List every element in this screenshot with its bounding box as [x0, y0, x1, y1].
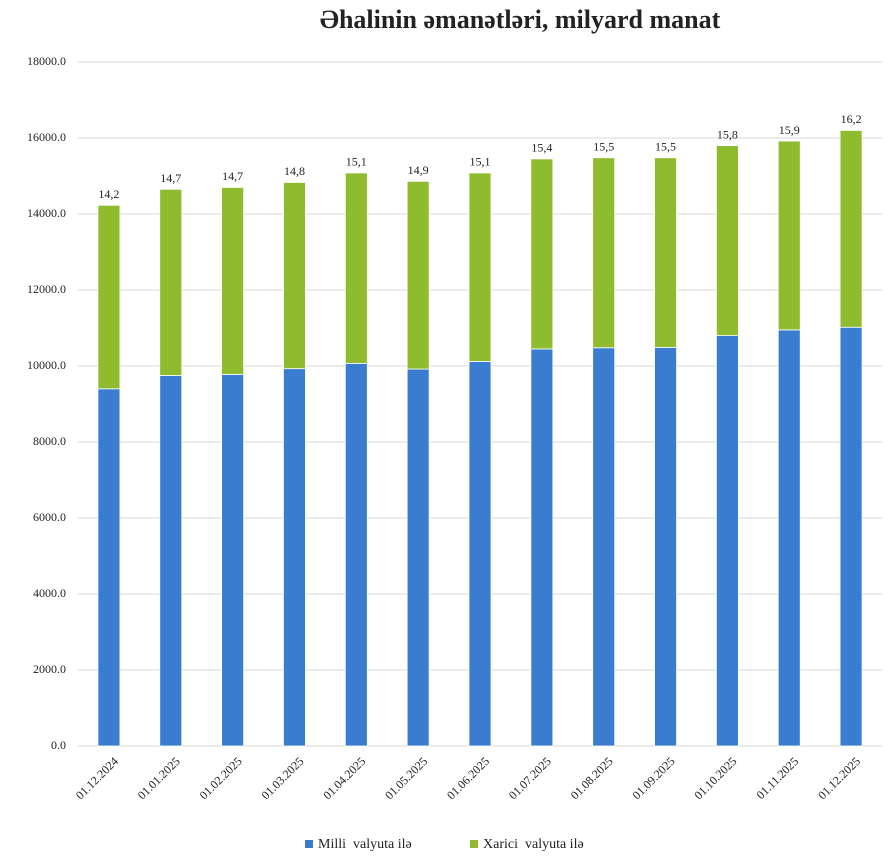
x-tick-label: 01.12.2025 — [815, 754, 863, 802]
bar-segment — [839, 129, 863, 328]
y-tick-label: 16000.0 — [27, 130, 66, 144]
bar-segment — [715, 145, 739, 337]
y-tick-label: 2000.0 — [33, 662, 66, 676]
x-tick-label: 01.11.2025 — [754, 754, 802, 802]
bar-segment — [777, 140, 801, 331]
y-tick-label: 8000.0 — [33, 434, 66, 448]
total-label: 15,8 — [717, 127, 738, 141]
bar-segment — [530, 158, 554, 350]
bar-segment — [406, 180, 430, 370]
bar-segment — [777, 329, 801, 747]
y-tick-label: 12000.0 — [27, 282, 66, 296]
total-label: 14,7 — [160, 171, 181, 185]
bar-segment — [97, 388, 121, 747]
total-label: 14,9 — [408, 163, 429, 177]
x-tick-label: 01.08.2025 — [568, 754, 616, 802]
bar-segment — [283, 182, 306, 370]
y-tick-label: 18000.0 — [27, 54, 66, 68]
total-label: 16,2 — [841, 112, 862, 126]
bar-segment — [654, 346, 677, 747]
bar-segment — [97, 204, 121, 390]
legend-swatch — [305, 840, 313, 848]
y-tick-label: 0.0 — [51, 738, 66, 752]
x-tick-label: 01.09.2025 — [630, 754, 678, 802]
bar-segment — [530, 348, 554, 747]
y-tick-label: 14000.0 — [27, 206, 66, 220]
bar-segment — [344, 362, 368, 747]
bar-segment — [344, 172, 368, 364]
x-tick-label: 01.02.2025 — [197, 754, 245, 802]
x-tick-label: 01.10.2025 — [691, 754, 739, 802]
bar-segment — [715, 335, 739, 747]
y-tick-label: 10000.0 — [27, 358, 66, 372]
x-tick-label: 01.04.2025 — [320, 754, 368, 802]
total-label: 15,1 — [346, 155, 367, 169]
total-label: 14,2 — [98, 187, 119, 201]
chart-title: Əhalinin əmanətləri, milyard manat — [320, 5, 721, 34]
x-tick-label: 01.06.2025 — [444, 754, 492, 802]
total-label: 14,7 — [222, 169, 243, 183]
total-label: 14,8 — [284, 164, 305, 178]
bar-segment — [221, 186, 245, 375]
bar-segment — [468, 361, 492, 747]
legend-swatch — [470, 840, 478, 848]
bar-segment — [221, 373, 245, 747]
bar-segment — [654, 157, 677, 348]
total-label: 15,1 — [470, 155, 491, 169]
bar-segment — [283, 368, 306, 747]
bar-segment — [839, 326, 863, 747]
legend-label: Milli valyuta ilə — [318, 837, 412, 852]
bar-segment — [406, 368, 430, 747]
x-tick-label: 01.01.2025 — [135, 754, 183, 802]
bar-segment — [159, 375, 183, 747]
y-tick-label: 6000.0 — [33, 510, 66, 524]
y-tick-label: 4000.0 — [33, 586, 66, 600]
total-label: 15,5 — [655, 140, 676, 154]
bar-segment — [468, 172, 492, 362]
x-tick-label: 01.05.2025 — [382, 754, 430, 802]
total-label: 15,4 — [531, 141, 552, 155]
x-tick-label: 01.03.2025 — [258, 754, 306, 802]
total-label: 15,9 — [779, 123, 800, 137]
bar-segment — [592, 347, 616, 747]
bar-segment — [159, 188, 183, 376]
legend-label: Xarici valyuta ilə — [483, 837, 584, 852]
x-tick-label: 01.12.2024 — [73, 754, 121, 802]
bar-segment — [592, 157, 616, 349]
x-tick-label: 01.07.2025 — [506, 754, 554, 802]
total-label: 15,5 — [593, 140, 614, 154]
